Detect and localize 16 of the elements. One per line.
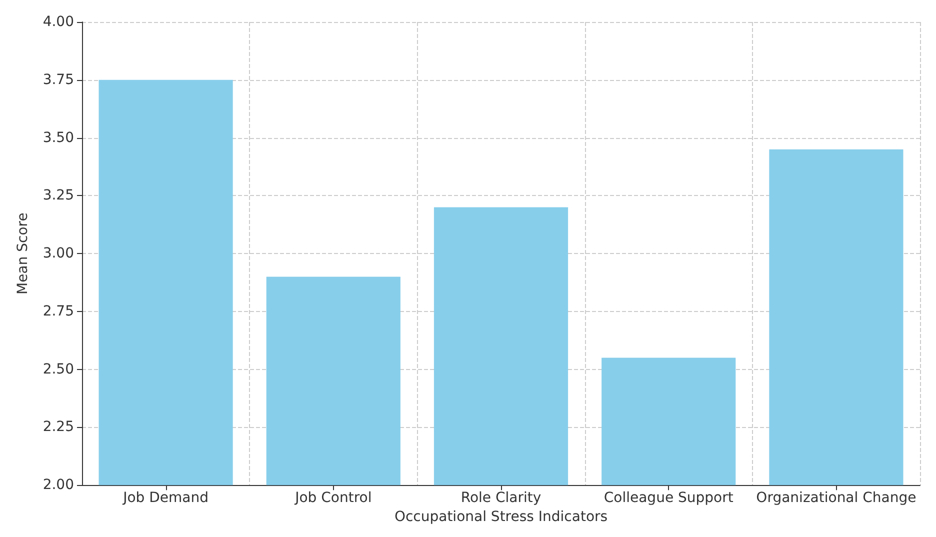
x-tick-label: Colleague Support [604, 490, 734, 506]
y-axis-title: Mean Score [15, 212, 31, 294]
y-tick-label: 3.00 [42, 246, 74, 262]
x-tick-label: Role Clarity [460, 490, 542, 506]
x-tick-label: Job Demand [122, 490, 209, 506]
y-tick-label: 3.75 [42, 72, 74, 88]
y-tick-label: 4.00 [42, 14, 74, 30]
y-tick-label: 3.50 [42, 130, 74, 146]
y-tick-label: 2.00 [42, 477, 74, 494]
y-tick-label: 2.75 [42, 303, 74, 320]
x-tick-label: Job Control [294, 490, 372, 506]
x-tick-label: Organizational Change [756, 490, 916, 506]
y-tick-label: 2.25 [42, 419, 74, 436]
y-tick-label: 3.25 [42, 188, 74, 204]
x-axis-title: Occupational Stress Indicators [394, 509, 608, 525]
y-tick-label: 2.50 [42, 361, 74, 378]
